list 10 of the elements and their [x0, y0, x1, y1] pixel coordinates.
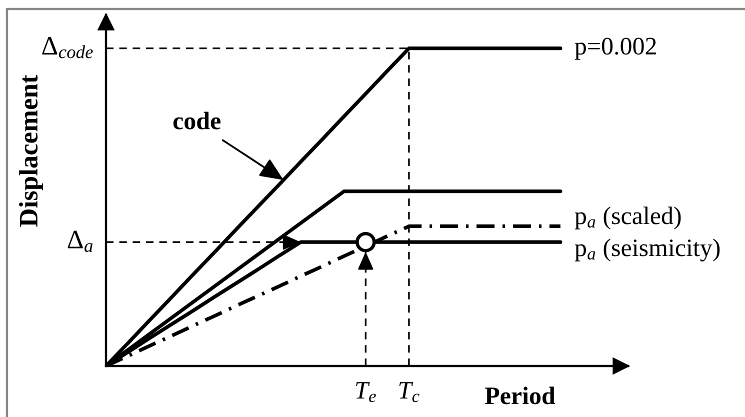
y-axis-title: Displacement	[19, 74, 43, 227]
annotation: code	[173, 112, 220, 130]
ref-line-label: Δ$_{a}$	[68, 230, 93, 252]
ref-line-label: Δ$_{code}$	[42, 37, 93, 58]
x-axis-title: Period	[485, 386, 556, 404]
x-tick-label: T$_{c}$	[399, 382, 420, 402]
series-label: p$_{a}$ (seismicity)	[574, 238, 720, 262]
x-tick-label: T$_{e}$	[356, 382, 376, 402]
series-label: p$_{a}$ (scaled)	[574, 206, 681, 230]
series-label: p=0.002	[574, 38, 656, 60]
